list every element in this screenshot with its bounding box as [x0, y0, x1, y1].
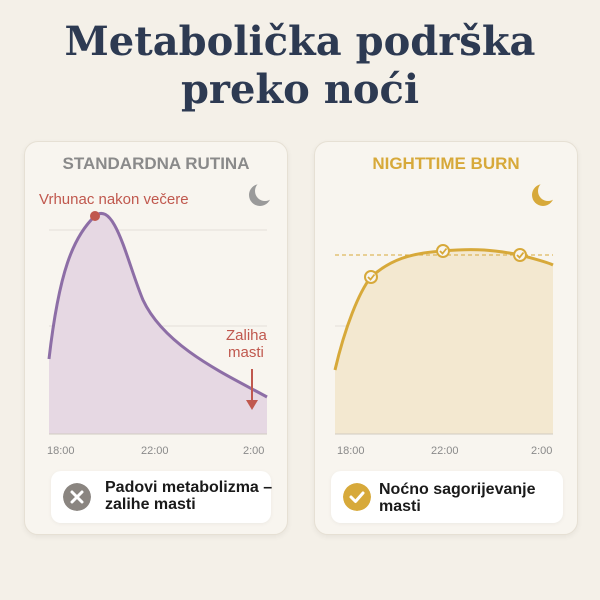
standard-routine-card: STANDARDNA RUTINA Vrhunac nakon večere Z… [24, 141, 288, 535]
footer-note: Padovi metabolizma – zalihe masti [51, 471, 272, 523]
title-line-2: preko noći [180, 66, 420, 113]
x-tick: 18:00 [337, 445, 365, 457]
moon-icon [532, 182, 556, 206]
moon-icon [249, 182, 273, 206]
x-tick: 2:00 [531, 445, 552, 457]
check-icon [513, 248, 527, 262]
x-tick: 22:00 [431, 445, 459, 457]
burn-chart: 18:00 22:00 2:00 [333, 244, 554, 457]
fat-label-1: Zaliha [226, 327, 268, 344]
x-tick: 2:00 [243, 445, 264, 457]
x-tick: 22:00 [141, 445, 169, 457]
peak-label: Vrhunac nakon večere [39, 191, 189, 208]
fat-label-2: masti [228, 344, 264, 361]
title-line-1: Metabolička podrška [64, 18, 536, 65]
nighttime-burn-card: NIGHTTIME BURN 18:00 22:00 2:00 Noćn [314, 141, 578, 535]
x-tick: 18:00 [47, 445, 75, 457]
arrow-down-icon [246, 369, 258, 410]
peak-marker [90, 211, 100, 221]
check-icon [436, 244, 450, 258]
card-heading: NIGHTTIME BURN [372, 154, 520, 173]
card-heading: STANDARDNA RUTINA [62, 154, 250, 173]
chart-area [335, 249, 553, 434]
page-title: Metabolička podrška preko noći [0, 18, 600, 114]
check-icon [364, 270, 378, 284]
check-icon [343, 483, 371, 511]
footer-note: Noćno sagorijevanje masti [331, 471, 563, 523]
chart-line [47, 212, 268, 399]
footer-text: Noćno sagorijevanje masti [379, 481, 536, 515]
x-icon [63, 483, 91, 511]
footer-text: Padovi metabolizma – zalihe masti [105, 479, 273, 513]
metabolism-chart: Vrhunac nakon večere Zaliha masti 18:00 … [39, 191, 268, 457]
